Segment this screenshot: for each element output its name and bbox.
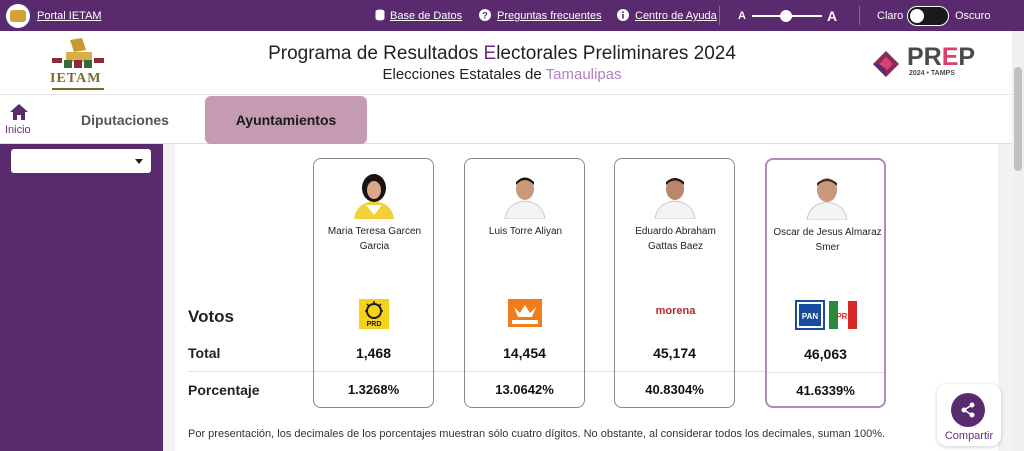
sidebar xyxy=(0,144,163,451)
svg-text:PRD: PRD xyxy=(367,321,382,328)
candidate-photo xyxy=(504,177,546,219)
database-icon xyxy=(375,9,385,21)
chevron-down-icon xyxy=(135,159,143,164)
candidate-photo xyxy=(354,174,394,219)
header xyxy=(0,31,1012,95)
candidate-total: 45,174 xyxy=(653,345,696,361)
top-bar: Portal IETAM Base de Datos ? Preguntas f… xyxy=(0,0,1024,31)
candidate-percentage: 13.0642% xyxy=(495,382,554,397)
candidate-card[interactable]: Eduardo Abraham Gattas Baez morena 45,17… xyxy=(614,158,735,408)
theme-toggle[interactable] xyxy=(907,6,949,26)
card-divider xyxy=(767,372,884,373)
home-icon[interactable] xyxy=(10,104,28,120)
scrollbar-thumb[interactable] xyxy=(1014,67,1022,171)
candidate-photo xyxy=(654,178,696,219)
home-link[interactable]: Inicio xyxy=(5,124,31,136)
candidate-total: 1,468 xyxy=(355,345,392,361)
card-divider xyxy=(314,371,433,372)
morena-logo-icon: morena xyxy=(655,305,696,317)
votos-label: Votos xyxy=(188,307,234,326)
svg-text:?: ? xyxy=(482,11,488,21)
candidate-card[interactable]: Luis Torre Aliyan 14,454 13.0642% xyxy=(464,158,585,408)
prep-logo-text: PREP xyxy=(907,43,976,71)
question-icon: ? xyxy=(479,9,491,21)
pan-pri-logo-icon: PAN PRI xyxy=(795,300,857,330)
share-circle xyxy=(951,393,985,427)
candidate-name: Luis Torre Aliyan xyxy=(488,226,563,237)
main-nav xyxy=(0,96,1012,144)
font-increase-label[interactable]: A xyxy=(827,8,838,24)
info-icon xyxy=(617,9,629,21)
candidate-name: Eduardo Abraham Gattas Baez xyxy=(635,226,716,252)
divider xyxy=(719,6,720,25)
candidate-percentage: 1.3268% xyxy=(347,382,400,397)
card-divider xyxy=(465,371,584,372)
candidate-total: 14,454 xyxy=(503,345,546,361)
candidate-card[interactable]: Maria Teresa Garcen Garcia PRD 1,468 1.3… xyxy=(313,158,434,408)
prd-logo-icon: PRD xyxy=(359,299,389,329)
page-title: Programa de Resultados Electorales Preli… xyxy=(268,43,736,64)
help-center-link[interactable]: Centro de Ayuda xyxy=(635,10,717,22)
portal-ietam-link[interactable]: Portal IETAM xyxy=(37,10,102,22)
dark-mode-label: Oscuro xyxy=(955,10,991,22)
footnote: Por presentación, los decimales de los p… xyxy=(188,428,886,440)
candidate-total: 46,063 xyxy=(804,346,847,362)
tab-ayuntamientos[interactable]: Ayuntamientos xyxy=(205,96,367,144)
page-subtitle: Elecciones Estatales de Tamaulipas xyxy=(382,66,622,83)
total-label: Total xyxy=(188,345,221,361)
ietam-logo[interactable] xyxy=(48,36,108,92)
candidate-name: Oscar de Jesus Almaraz Smer xyxy=(773,227,882,253)
candidate-card-leading[interactable]: Oscar de Jesus Almaraz Smer PAN PRI 46,0… xyxy=(765,158,886,408)
movimiento-ciudadano-logo-icon xyxy=(508,299,542,327)
card-divider xyxy=(615,371,734,372)
svg-text:PRI: PRI xyxy=(836,312,849,321)
light-mode-label: Claro xyxy=(877,10,904,22)
municipality-select[interactable] xyxy=(11,149,151,173)
candidate-percentage: 40.8304% xyxy=(645,382,704,397)
database-link[interactable]: Base de Datos xyxy=(390,10,463,22)
candidate-name: Maria Teresa Garcen Garcia xyxy=(327,226,422,252)
faq-link[interactable]: Preguntas frecuentes xyxy=(497,10,602,22)
ietam-mini-logo-icon[interactable] xyxy=(6,4,30,28)
svg-text:PAN: PAN xyxy=(802,312,819,321)
share-icon xyxy=(961,402,975,418)
sun-icon xyxy=(910,9,924,23)
candidate-photo xyxy=(806,178,848,220)
porcentaje-label: Porcentaje xyxy=(188,382,260,398)
prep-logo-mark-icon xyxy=(873,51,899,77)
share-button[interactable]: Compartir xyxy=(937,384,1001,446)
ietam-logo-text: IETAM xyxy=(50,71,102,86)
font-decrease-label[interactable]: A xyxy=(738,10,746,22)
candidate-percentage: 41.6339% xyxy=(796,383,855,398)
scrollbar[interactable] xyxy=(1012,31,1024,451)
share-label: Compartir xyxy=(944,430,994,442)
divider xyxy=(859,6,860,25)
font-size-slider-knob[interactable] xyxy=(780,10,792,22)
prep-logo-sub: 2024 • TAMPS xyxy=(909,70,955,77)
tab-diputaciones[interactable]: Diputaciones xyxy=(81,112,169,128)
